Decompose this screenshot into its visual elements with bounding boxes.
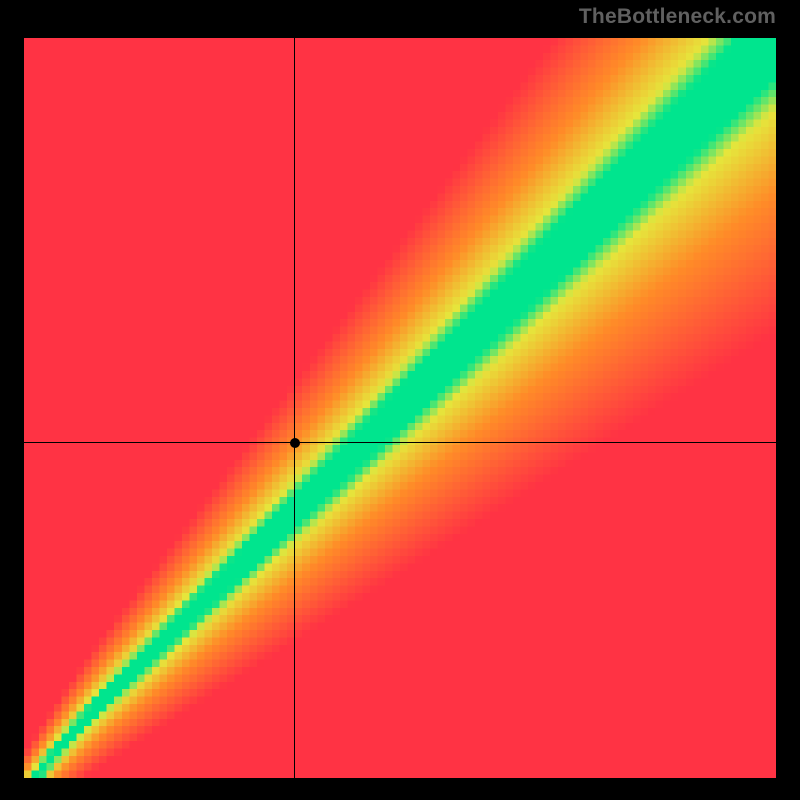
crosshair-point: [290, 438, 300, 448]
watermark-text: TheBottleneck.com: [579, 5, 776, 29]
chart-container: TheBottleneck.com: [0, 0, 800, 800]
heatmap-plot: [24, 38, 776, 778]
crosshair-horizontal: [24, 442, 776, 443]
heatmap-canvas: [24, 38, 776, 778]
crosshair-vertical: [294, 38, 295, 778]
